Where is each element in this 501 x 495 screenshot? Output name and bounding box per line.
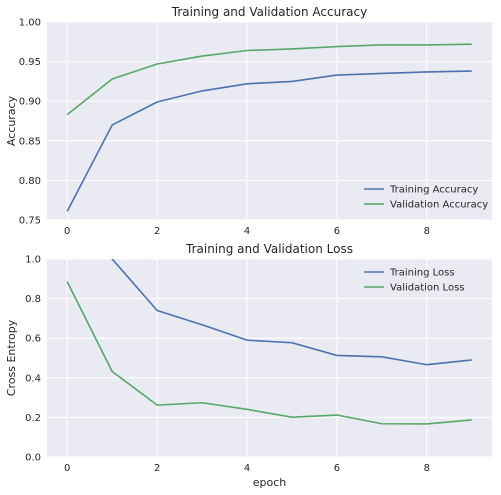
- loss-series-line-training: [111, 259, 472, 366]
- accuracy-series-line-validation: [66, 43, 472, 116]
- loss-y-tick-label: 0.2: [25, 413, 41, 424]
- loss-x-tick-label: 0: [64, 463, 70, 474]
- loss-y-tick-label: 0.0: [25, 453, 41, 464]
- loss-legend: Training Loss Validation Loss: [364, 268, 465, 294]
- accuracy-legend: Training Accuracy Validation Accuracy: [364, 185, 488, 211]
- accuracy-y-tick-label: 0.90: [19, 97, 41, 108]
- accuracy-y-tick-label: 0.75: [19, 216, 41, 227]
- loss-x-tick-label: 2: [154, 463, 160, 474]
- accuracy-series: [66, 43, 472, 212]
- loss-y-tick-label: 0.8: [25, 294, 41, 305]
- loss-y-tick-label: 1.0: [25, 255, 41, 266]
- accuracy-y-tick-label: 0.85: [19, 136, 41, 147]
- loss-y-tick-label: 0.6: [25, 334, 41, 345]
- accuracy-x-tick-label: 6: [334, 226, 340, 237]
- accuracy-y-tick-label: 0.80: [19, 176, 41, 187]
- accuracy-chart: 0 2 4 6 8 0.75 0.80 0.85 0.90 0.95 1.00 Training a…: [5, 5, 492, 237]
- accuracy-x-tick-label: 2: [154, 226, 160, 237]
- loss-y-axis-label: Cross Entropy: [5, 319, 18, 396]
- accuracy-x-tick-label: 0: [64, 226, 70, 237]
- accuracy-x-tick-label: 8: [424, 226, 430, 237]
- loss-chart: 0 2 4 6 8 0.0 0.2 0.4 0.6 0.8 1.0 Training and Val…: [5, 242, 492, 489]
- accuracy-chart-title: Training and Validation Accuracy: [171, 5, 367, 19]
- loss-chart-title: Training and Validation Loss: [185, 242, 353, 256]
- accuracy-legend-label: Validation Accuracy: [390, 200, 488, 211]
- accuracy-grid: [47, 21, 492, 221]
- loss-series-line-validation: [66, 281, 472, 425]
- loss-x-tick-label: 6: [334, 463, 340, 474]
- loss-x-tick-label: 8: [424, 463, 430, 474]
- loss-x-tick-label: 4: [244, 463, 250, 474]
- loss-x-axis-label: epoch: [253, 476, 287, 489]
- accuracy-y-tick-label: 1.00: [19, 18, 41, 29]
- accuracy-series-line-training: [66, 70, 472, 212]
- accuracy-y-axis-label: Accuracy: [5, 95, 18, 146]
- loss-series: [66, 259, 472, 425]
- accuracy-ticks: 0 2 4 6 8 0.75 0.80 0.85 0.90 0.95 1.00: [19, 18, 430, 238]
- loss-legend-label: Validation Loss: [390, 283, 465, 294]
- accuracy-x-tick-label: 4: [244, 226, 250, 237]
- loss-legend-label: Training Loss: [389, 268, 455, 279]
- accuracy-y-tick-label: 0.95: [19, 57, 41, 68]
- loss-y-tick-label: 0.4: [25, 373, 41, 384]
- loss-ticks: 0 2 4 6 8 0.0 0.2 0.4 0.6 0.8 1.0: [25, 255, 430, 475]
- accuracy-legend-label: Training Accuracy: [389, 185, 478, 196]
